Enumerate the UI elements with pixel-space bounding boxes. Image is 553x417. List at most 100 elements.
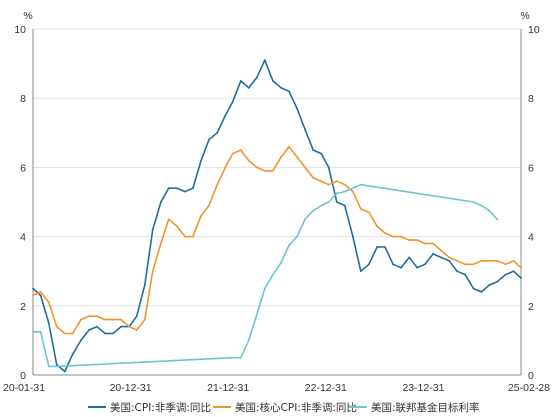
legend-label: 美国:核心CPI:非季调:同比 xyxy=(235,401,357,414)
data-point xyxy=(480,204,483,207)
data-point xyxy=(424,263,426,266)
data-point xyxy=(39,291,42,293)
data-point xyxy=(335,201,338,203)
x-tick-label: 25-02-28 xyxy=(508,382,550,394)
y-tick-label-left: 10 xyxy=(14,24,26,36)
data-point xyxy=(32,294,34,297)
data-point xyxy=(112,318,114,321)
data-point xyxy=(359,208,362,210)
data-point xyxy=(304,218,306,221)
data-point xyxy=(432,242,434,245)
data-point xyxy=(80,318,82,321)
data-point xyxy=(112,332,114,335)
data-point xyxy=(176,187,178,190)
data-point xyxy=(320,152,323,155)
data-point xyxy=(480,259,483,262)
data-point xyxy=(167,218,170,221)
data-point xyxy=(239,356,242,359)
y-tick-label-right: 8 xyxy=(528,93,534,105)
y-tick-label-left: 6 xyxy=(20,162,26,174)
data-point xyxy=(448,256,451,259)
data-point xyxy=(488,259,491,262)
data-point xyxy=(55,363,58,366)
data-point xyxy=(376,225,378,228)
data-point xyxy=(200,214,203,217)
data-point xyxy=(512,270,515,273)
grid-lines xyxy=(33,28,521,307)
data-point xyxy=(343,183,346,186)
data-point xyxy=(496,259,499,262)
y-tick-label-right: 6 xyxy=(528,162,534,174)
data-point xyxy=(304,166,306,169)
data-point xyxy=(39,294,42,297)
data-point xyxy=(327,183,330,186)
data-point xyxy=(312,209,315,212)
data-point xyxy=(312,176,315,179)
series-line-2 xyxy=(32,145,522,335)
data-point xyxy=(352,235,354,238)
data-point xyxy=(247,86,250,89)
data-point xyxy=(192,187,194,190)
data-point xyxy=(464,273,467,276)
data-point xyxy=(400,235,402,238)
right-axis-unit: % xyxy=(520,10,529,22)
data-point xyxy=(239,80,242,82)
data-point xyxy=(135,329,138,331)
data-point xyxy=(288,145,290,148)
data-point xyxy=(408,239,411,242)
data-point xyxy=(359,270,362,273)
data-point xyxy=(208,138,210,141)
data-point xyxy=(376,246,378,248)
data-point xyxy=(47,365,50,368)
data-point xyxy=(208,204,210,207)
data-point xyxy=(263,170,266,172)
data-point xyxy=(335,192,338,195)
data-point xyxy=(327,201,330,203)
x-tick-label: 21-12-31 xyxy=(207,382,249,394)
data-point xyxy=(32,287,34,290)
data-point xyxy=(47,322,50,324)
data-point xyxy=(120,318,122,321)
legend-label: 美国:CPI:非季调:同比 xyxy=(110,401,211,414)
data-point xyxy=(55,325,58,328)
data-point xyxy=(143,284,146,286)
data-point xyxy=(55,365,58,368)
data-point xyxy=(520,266,522,269)
data-point xyxy=(88,329,90,331)
data-point xyxy=(272,170,274,172)
data-point xyxy=(512,259,515,262)
data-point xyxy=(63,332,66,335)
data-point xyxy=(416,266,419,269)
y-tick-label-right: 0 xyxy=(528,370,534,382)
data-point xyxy=(135,315,138,318)
data-point xyxy=(472,263,475,266)
data-point xyxy=(304,128,306,131)
data-point xyxy=(343,204,346,207)
data-point xyxy=(320,204,323,207)
data-point xyxy=(296,107,298,110)
data-point xyxy=(239,149,242,152)
data-point xyxy=(416,239,419,242)
data-point xyxy=(280,156,282,158)
data-point xyxy=(400,266,402,269)
data-point xyxy=(384,246,386,248)
data-point xyxy=(39,330,42,333)
data-point xyxy=(160,242,162,245)
data-point xyxy=(472,201,475,203)
y-tick-label-left: 8 xyxy=(20,93,26,105)
y-tick-label-left: 4 xyxy=(20,232,26,244)
data-point xyxy=(456,270,458,273)
data-point xyxy=(151,228,154,231)
data-point xyxy=(392,235,394,238)
data-point xyxy=(120,325,122,328)
data-point xyxy=(32,330,34,333)
data-point xyxy=(472,287,475,290)
y-tick-label-left: 0 xyxy=(20,370,26,382)
data-point xyxy=(192,235,194,238)
data-point xyxy=(496,218,499,221)
data-point xyxy=(296,156,298,158)
data-point xyxy=(263,59,266,61)
series-line-1 xyxy=(32,59,522,373)
data-point xyxy=(392,263,394,266)
data-point xyxy=(167,187,170,190)
